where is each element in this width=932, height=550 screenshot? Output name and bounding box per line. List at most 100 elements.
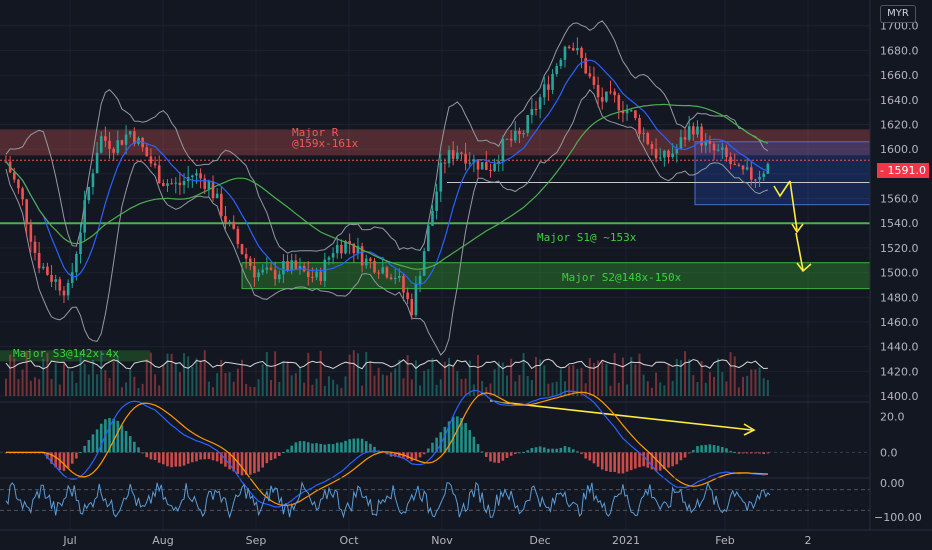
price-tick-label: 1560.0: [880, 193, 919, 206]
volume-bar: [410, 379, 413, 396]
volume-bar: [713, 376, 716, 396]
volume-bar: [398, 359, 401, 396]
volume-bar: [443, 361, 446, 396]
macd-histogram-bar: [530, 448, 534, 453]
candle-body: [687, 126, 691, 140]
volume-bar: [294, 373, 297, 396]
candle-body: [555, 66, 558, 74]
volume-bar: [464, 378, 467, 396]
candle-body: [331, 253, 335, 258]
macd-histogram-bar: [311, 443, 314, 453]
candle-body: [571, 48, 575, 51]
macd-histogram-bar: [269, 452, 273, 461]
volume-bar: [630, 356, 633, 396]
volume-bar: [265, 352, 268, 396]
candle-body: [311, 277, 314, 279]
bollinger-lower: [5, 88, 769, 356]
macd-histogram-bar: [501, 452, 505, 461]
volume-bar: [452, 365, 455, 396]
macd-histogram-bar: [70, 452, 74, 464]
candle-body: [605, 91, 608, 102]
volume-bar: [634, 364, 637, 396]
volume-bar: [29, 380, 32, 396]
volume-bar: [245, 384, 248, 396]
volume-bar: [650, 387, 653, 396]
volume-bar: [274, 351, 277, 396]
candle-body: [70, 272, 74, 284]
candle-body: [410, 299, 414, 316]
oscillator-line: [5, 481, 771, 519]
candle-body: [37, 252, 41, 269]
volume-bar: [431, 358, 434, 396]
volume-bar: [373, 375, 376, 396]
candle-body: [83, 200, 86, 233]
candle-body: [600, 97, 604, 102]
candle-body: [389, 277, 393, 280]
candle-body: [224, 216, 227, 223]
price-tick-label: 1540.0: [880, 217, 919, 230]
candle-body: [133, 131, 136, 144]
macd-histogram-bar: [166, 452, 169, 467]
macd-histogram-bar: [306, 442, 310, 453]
macd-histogram-bar: [91, 434, 95, 453]
volume-bar: [563, 381, 566, 396]
volume-bar: [207, 381, 210, 396]
volume-bar: [236, 368, 239, 396]
candle-body: [199, 173, 202, 179]
volume-bar: [534, 357, 537, 396]
macd-histogram-bar: [120, 425, 124, 453]
candle-body: [145, 147, 149, 157]
candle-body: [112, 148, 115, 153]
candle-body: [489, 169, 492, 171]
macd-histogram-bar: [348, 439, 351, 453]
candle-body: [501, 138, 505, 162]
candle-body: [592, 76, 596, 85]
macd-histogram-bar: [679, 452, 683, 461]
bollinger-upper: [5, 20, 769, 254]
volume-bar: [253, 386, 256, 396]
macd-histogram-bar: [551, 448, 554, 453]
macd-histogram-bar: [729, 450, 732, 453]
candle-body: [108, 140, 111, 149]
price-tick-label: 1640.0: [880, 94, 919, 107]
candle-body: [95, 152, 99, 174]
volume-bars: [5, 350, 769, 396]
volume-bar: [79, 351, 82, 396]
macd-histogram-bar: [667, 452, 670, 468]
macd-histogram-bar: [149, 452, 153, 460]
currency-button[interactable]: MYR: [880, 5, 916, 23]
macd-histogram-bar: [298, 441, 302, 453]
projection-leg-2: [795, 232, 804, 271]
macd-histogram-bar: [199, 452, 202, 460]
macd-histogram-bar: [468, 430, 472, 453]
candle-body: [162, 182, 165, 186]
volume-bar: [439, 379, 442, 396]
macd-histogram-bar: [505, 452, 509, 458]
last-price-tag: - 1591.0: [877, 163, 929, 178]
candle-body: [460, 152, 463, 154]
macd-histogram-bar: [447, 421, 451, 453]
candle-body: [754, 179, 757, 181]
volume-bar: [319, 350, 322, 396]
volume-bar: [468, 360, 471, 396]
macd-histogram-bar: [364, 441, 368, 453]
candle-body: [352, 243, 356, 254]
volume-bar: [224, 372, 227, 396]
volume-bar: [38, 379, 41, 396]
candle-body: [683, 137, 687, 140]
volume-bar: [655, 372, 658, 396]
macd-histogram-bar: [157, 452, 161, 463]
candle-body: [580, 47, 583, 59]
volume-bar: [228, 372, 231, 396]
volume-bar: [489, 383, 492, 396]
volume-bar: [145, 359, 148, 396]
macd-histogram-bar: [95, 429, 99, 453]
volume-bar: [166, 353, 169, 396]
macd-histogram-bar: [137, 447, 140, 453]
candle-body: [178, 182, 182, 186]
macd-histogram-bar: [749, 452, 753, 454]
price-tick-label: 1420.0: [880, 365, 919, 378]
macd-histogram-bar: [439, 432, 443, 453]
macd-histogram-bar: [617, 452, 621, 474]
volume-bar: [766, 379, 769, 396]
